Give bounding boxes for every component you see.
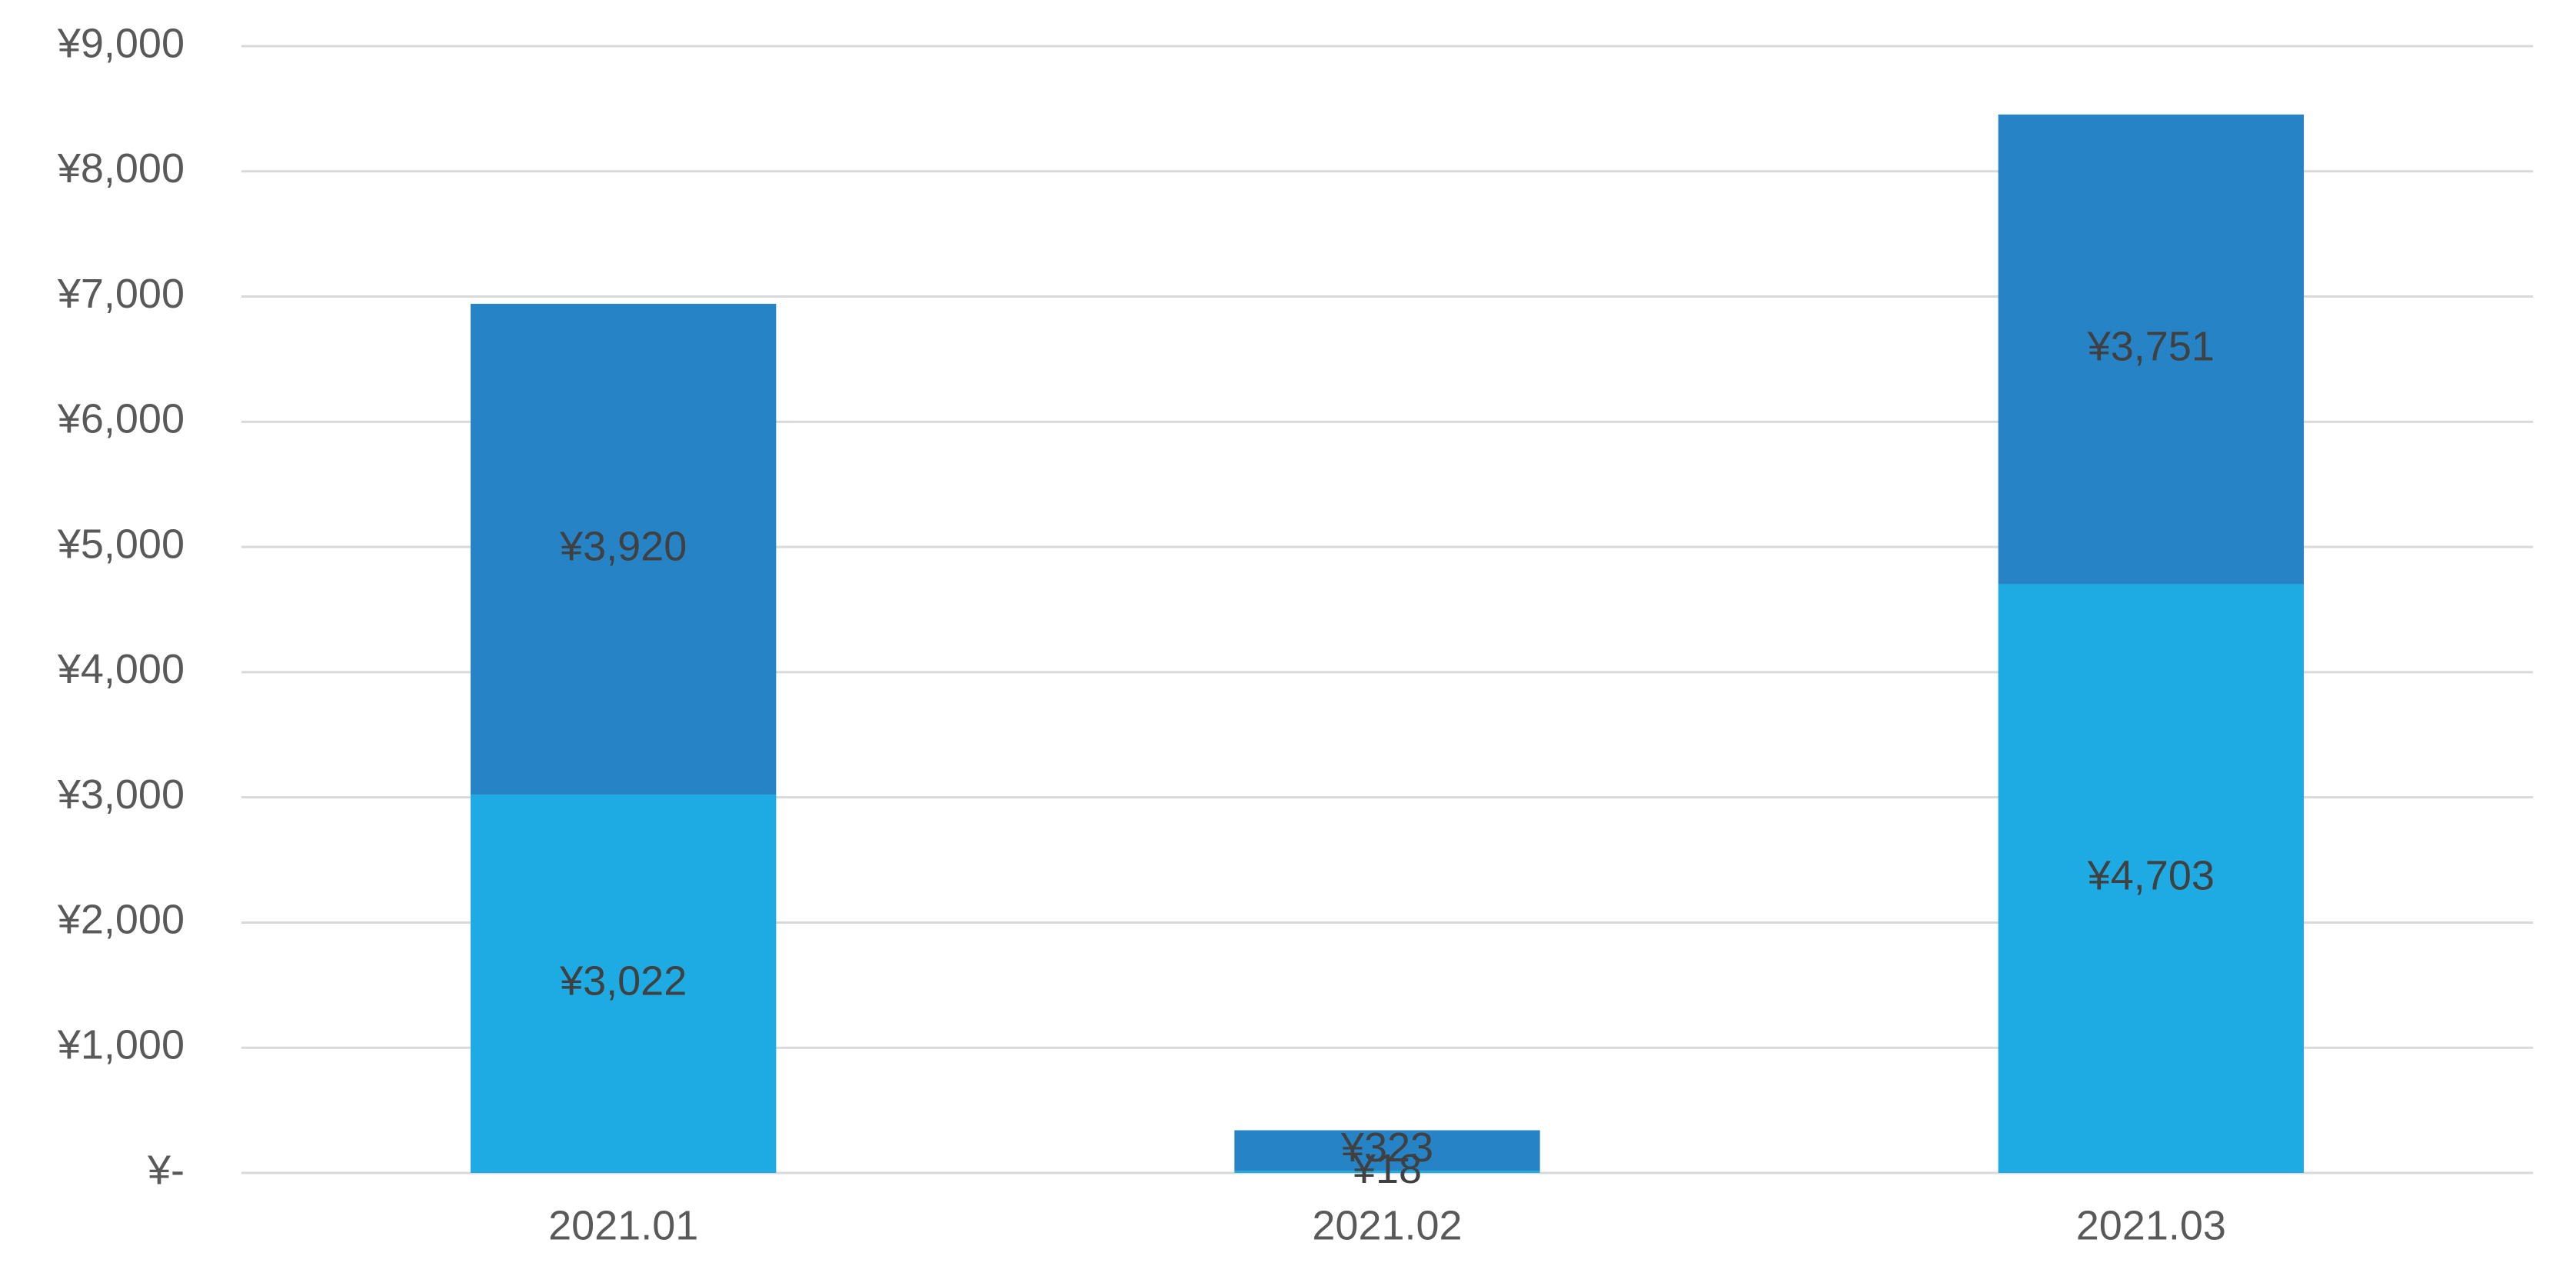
y-tick-label: ¥1,000 xyxy=(57,1021,185,1068)
x-tick-label: 2021.01 xyxy=(548,1202,698,1248)
y-tick-label: ¥2,000 xyxy=(57,897,185,943)
y-tick-label: ¥4,000 xyxy=(57,646,185,692)
value-label: ¥3,751 xyxy=(2087,323,2215,369)
y-tick-label: ¥- xyxy=(147,1147,185,1193)
bar-segment xyxy=(1234,1130,1540,1171)
value-label: ¥323 xyxy=(1340,1124,1433,1171)
y-tick-label: ¥5,000 xyxy=(57,521,185,567)
bar-segment xyxy=(1234,1171,1540,1173)
bar-segment xyxy=(471,303,777,795)
y-tick-label: ¥6,000 xyxy=(57,396,185,442)
y-tick-label: ¥9,000 xyxy=(57,20,185,66)
bar-segment xyxy=(1998,584,2304,1173)
value-label: ¥4,703 xyxy=(2087,852,2215,898)
value-label: ¥3,022 xyxy=(559,958,687,1004)
y-tick-label: ¥7,000 xyxy=(57,271,185,317)
value-label: ¥18 xyxy=(1352,1146,1422,1192)
y-tick-label: ¥8,000 xyxy=(57,145,185,192)
y-tick-label: ¥3,000 xyxy=(57,771,185,818)
bar-segment xyxy=(471,795,777,1173)
x-tick-label: 2021.03 xyxy=(2076,1202,2226,1248)
value-label: ¥3,920 xyxy=(559,523,687,569)
bar-segment xyxy=(1998,114,2304,585)
x-tick-label: 2021.02 xyxy=(1312,1202,1462,1248)
